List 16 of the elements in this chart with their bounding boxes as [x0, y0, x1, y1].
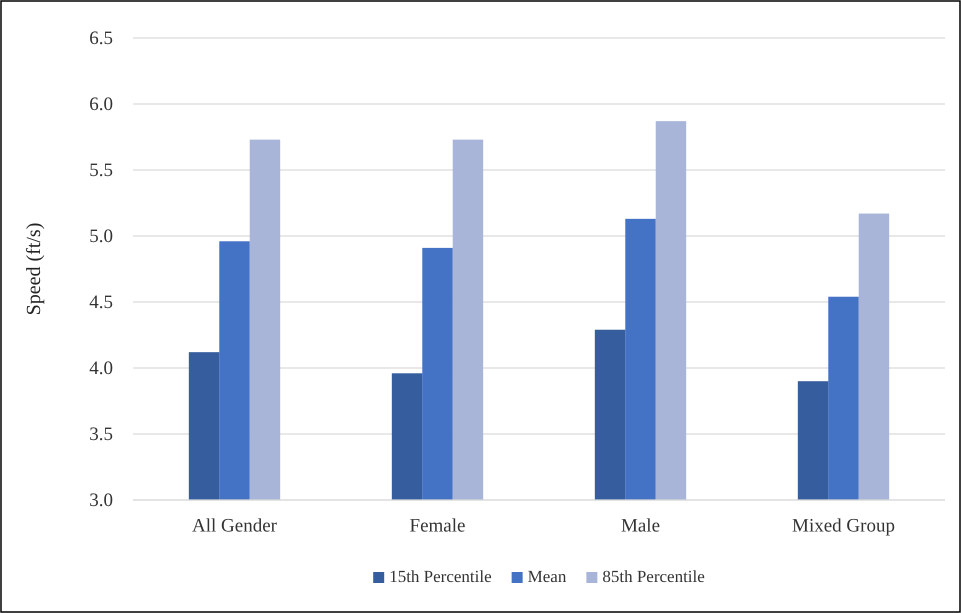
- x-tick-label: Female: [410, 515, 466, 536]
- y-tick-label: 5.0: [89, 226, 113, 248]
- y-tick-label: 6.0: [89, 94, 113, 116]
- y-tick-label: 3.5: [89, 424, 113, 446]
- legend-label: 15th Percentile: [389, 567, 492, 586]
- y-tick-label: 4.5: [89, 292, 113, 314]
- legend-label: 85th Percentile: [602, 567, 705, 586]
- y-tick-label: 6.5: [89, 28, 113, 50]
- x-tick-label: All Gender: [192, 515, 278, 536]
- y-tick-label: 5.5: [89, 160, 113, 182]
- y-axis-title: Speed (ft/s): [23, 222, 45, 316]
- y-tick-label: 3.0: [89, 490, 113, 512]
- y-tick-label: 4.0: [89, 358, 113, 380]
- x-tick-label: Mixed Group: [792, 515, 895, 536]
- x-tick-label: Male: [620, 515, 660, 536]
- legend-label: Mean: [528, 567, 567, 586]
